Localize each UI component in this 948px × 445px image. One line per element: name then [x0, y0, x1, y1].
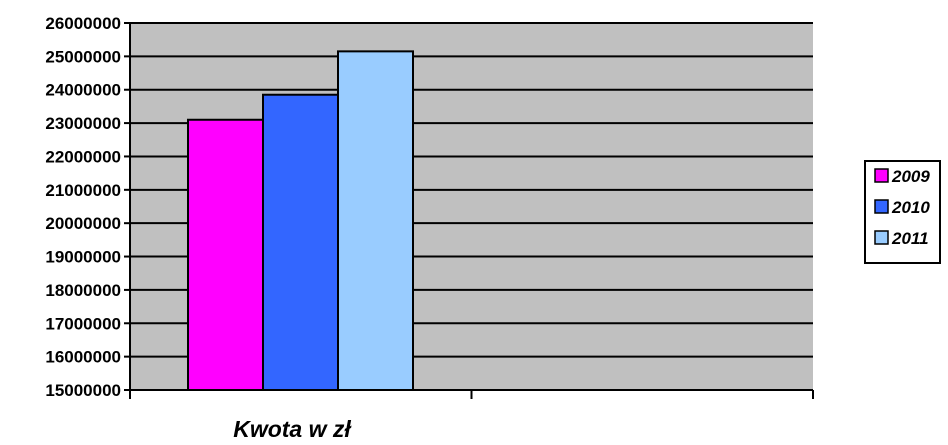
y-tick-label: 26000000: [45, 14, 121, 33]
y-tick-label: 22000000: [45, 147, 121, 166]
y-tick-label: 17000000: [45, 314, 121, 333]
legend-label-2011: 2011: [891, 229, 929, 248]
y-tick-label: 21000000: [45, 181, 121, 200]
axes: [124, 22, 814, 399]
legend-swatch-2011: [874, 230, 889, 245]
y-tick-label: 19000000: [45, 248, 121, 267]
bar-2010: [262, 93, 339, 392]
bar-2011: [337, 50, 414, 391]
legend-swatch-2009: [874, 168, 889, 183]
legend: 2009 2010 2011: [864, 160, 941, 264]
legend-swatch-2010: [874, 199, 889, 214]
y-tick-label: 18000000: [45, 281, 121, 300]
y-tick-label: 16000000: [45, 348, 121, 367]
bars: [187, 50, 414, 392]
y-tick-label: 24000000: [45, 81, 121, 100]
y-tick-labels: 15000000 16000000 17000000 18000000 19000000…: [45, 14, 121, 400]
x-axis-label: Kwota w zł: [233, 416, 352, 442]
y-tick-label: 20000000: [45, 214, 121, 233]
y-tick-label: 15000000: [45, 381, 121, 400]
y-tick-label: 23000000: [45, 114, 121, 133]
y-tick-label: 25000000: [45, 47, 121, 66]
legend-label-2010: 2010: [891, 198, 930, 217]
legend-label-2009: 2009: [891, 167, 930, 186]
bar-2009: [187, 118, 264, 391]
